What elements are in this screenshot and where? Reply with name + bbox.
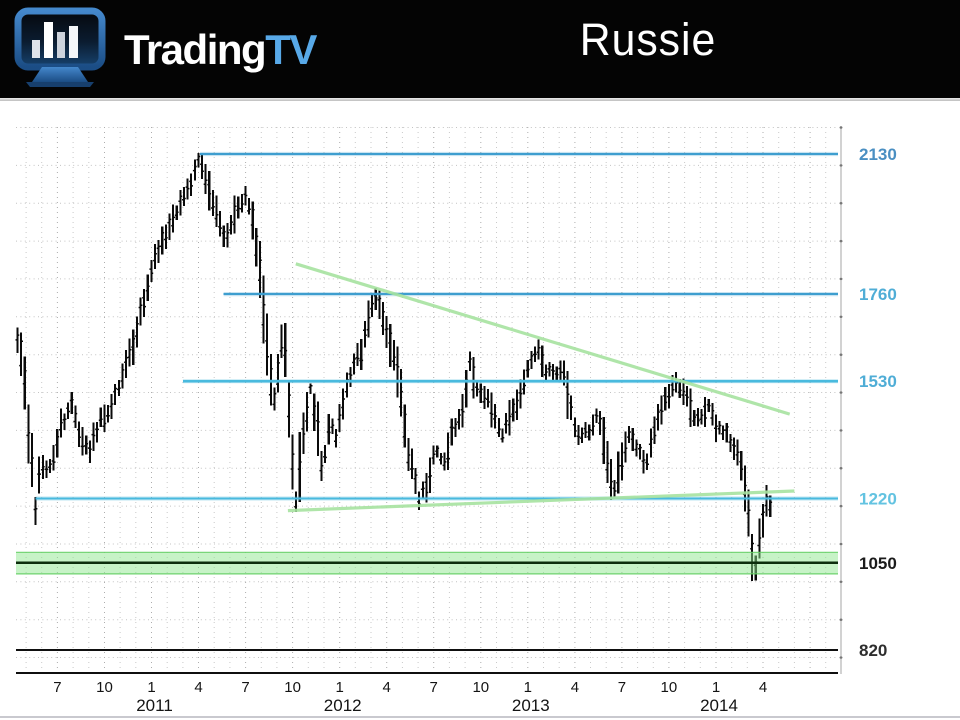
month-label: 4 <box>571 679 579 696</box>
price-bars <box>16 153 772 582</box>
month-label: 7 <box>241 679 249 696</box>
brand-tv-text: TV <box>265 26 317 73</box>
year-label: 2014 <box>700 696 738 715</box>
month-label: 1 <box>524 679 532 696</box>
month-label: 10 <box>661 679 678 696</box>
price-label-820: 820 <box>859 641 887 660</box>
month-label: 4 <box>759 679 767 696</box>
price-label-1220: 1220 <box>859 490 897 509</box>
month-label: 1 <box>712 679 720 696</box>
month-label: 10 <box>96 679 113 696</box>
year-label: 2012 <box>324 696 362 715</box>
tradingtv-logo: TradingTV <box>12 6 342 94</box>
price-bar-open-close-ticks <box>15 155 773 567</box>
month-label: 4 <box>383 679 391 696</box>
price-label-1760: 1760 <box>859 285 897 304</box>
month-label: 7 <box>430 679 438 696</box>
bottom-edge-line <box>0 716 960 718</box>
tv-bar-chart-icon <box>14 7 106 87</box>
trendline-descending <box>295 262 791 416</box>
price-label-1050: 1050 <box>859 554 897 573</box>
month-label: 1 <box>336 679 344 696</box>
month-label: 10 <box>284 679 301 696</box>
month-label: 7 <box>618 679 626 696</box>
header-separator <box>0 98 960 101</box>
brand-wordmark: TradingTV <box>124 26 317 74</box>
month-label: 7 <box>53 679 61 696</box>
month-label: 1 <box>147 679 155 696</box>
brand-trading-text: Trading <box>124 26 267 73</box>
header-bar: TradingTV Russie <box>0 0 960 98</box>
trendline-ascending <box>287 489 795 513</box>
year-label: 2011 <box>136 696 173 715</box>
year-label: 2013 <box>512 696 550 715</box>
chart-title: Russie <box>579 14 717 65</box>
price-label-1530: 1530 <box>859 372 897 391</box>
month-label: 4 <box>194 679 202 696</box>
price-label-2130: 2130 <box>859 145 897 164</box>
month-label: 10 <box>472 679 489 696</box>
